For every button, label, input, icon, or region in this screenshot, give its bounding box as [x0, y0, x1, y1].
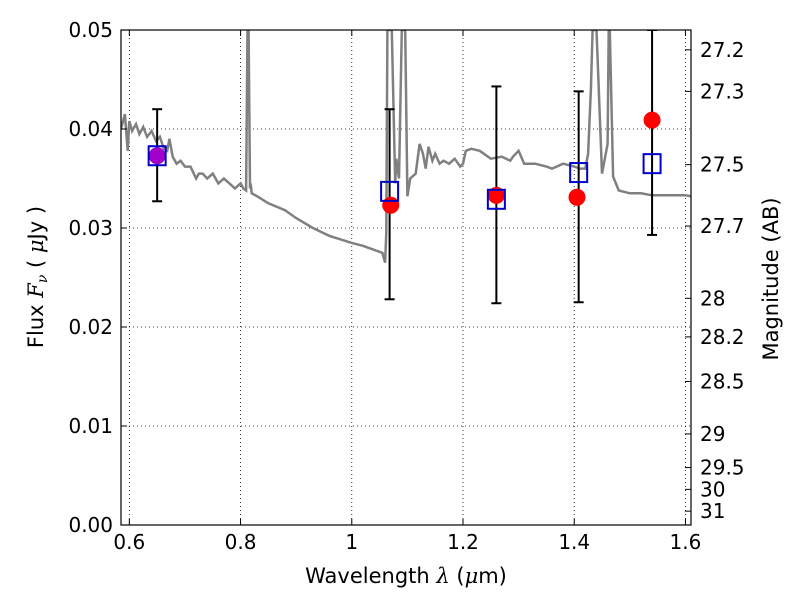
observed-point — [147, 145, 167, 167]
observed-point — [642, 153, 662, 175]
right-tick-label: 28.5 — [700, 369, 745, 393]
x-tick-label: 1 — [345, 530, 358, 554]
y-tick-label: 0.00 — [68, 513, 113, 537]
x-tick-label: 0.6 — [113, 530, 145, 554]
x-tick-label: 1.4 — [558, 530, 590, 554]
observed-point — [486, 188, 506, 210]
y-tick-label: 0.02 — [68, 315, 113, 339]
right-tick-label: 29.5 — [700, 456, 745, 480]
right-tick-label: 27.2 — [700, 38, 745, 62]
right-tick-label: 28.2 — [700, 325, 745, 349]
right-tick-label: 28 — [700, 286, 725, 310]
right-tick-label: 27.3 — [700, 79, 745, 103]
x-axis-label: Wavelength λ (μm) — [305, 564, 507, 588]
right-axis-label: Magnitude (AB) — [759, 197, 783, 360]
model-point — [643, 111, 661, 129]
plot-frame — [120, 29, 692, 526]
plot-area — [121, 30, 691, 305]
model-point — [148, 147, 166, 165]
y-tick-label: 0.05 — [68, 18, 113, 42]
right-tick-label: 31 — [700, 499, 725, 523]
right-tick-label: 30 — [700, 477, 725, 501]
x-tick-label: 1.2 — [447, 530, 479, 554]
y-tick-label: 0.04 — [68, 117, 113, 141]
observed-point — [569, 162, 589, 184]
x-tick-label: 0.8 — [225, 530, 257, 554]
x-tick-label: 1.6 — [670, 530, 702, 554]
right-tick-label: 27.7 — [700, 214, 745, 238]
observed-point — [380, 180, 400, 202]
right-tick-label: 29 — [700, 422, 725, 446]
y-tick-label: 0.01 — [68, 414, 113, 438]
right-tick-label: 27.5 — [700, 153, 745, 177]
ticks: 0.6 0.8 1 1.2 1.4 1.6 0.00 0.01 0.02 0.03 0.04 0.05… — [68, 18, 744, 554]
y-tick-label: 0.03 — [68, 216, 113, 240]
model-point — [568, 188, 586, 206]
y-axis-label: Flux Fν ( μJy ) — [24, 206, 51, 348]
error-bar — [647, 30, 658, 236]
model-point — [382, 196, 400, 214]
markers — [147, 111, 662, 214]
